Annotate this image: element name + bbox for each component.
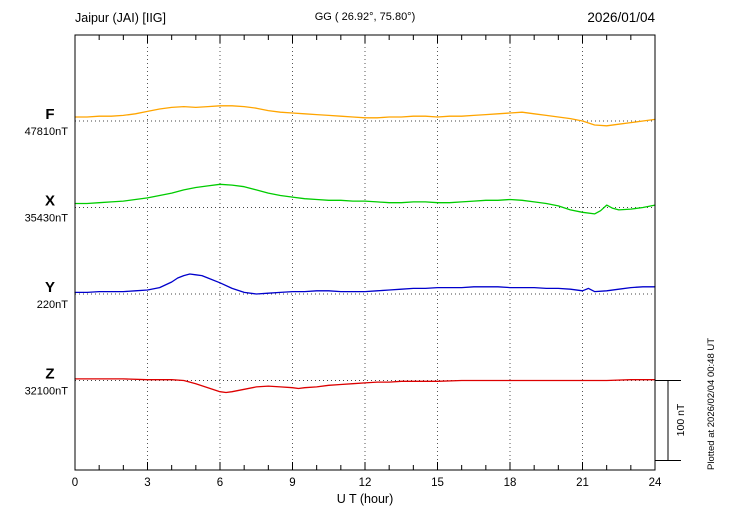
x-tick-label-24: 24	[649, 477, 662, 489]
series-y-base-value: 220nT	[37, 299, 68, 311]
series-x-label: X	[45, 193, 55, 210]
x-tick-label-18: 18	[504, 477, 517, 489]
x-tick-label-3: 3	[144, 477, 150, 489]
series-f-base-value: 47810nT	[25, 126, 69, 138]
x-tick-label-0: 0	[72, 477, 78, 489]
x-tick-label-21: 21	[576, 477, 589, 489]
scale-bar-label: 100 nT	[675, 403, 687, 436]
generated-plot-layer	[74, 35, 681, 470]
x-tick-label-9: 9	[289, 477, 295, 489]
x-tick-label-6: 6	[217, 477, 223, 489]
series-line-F	[74, 105, 656, 127]
series-line-X	[74, 183, 656, 215]
plot-date: 2026/01/04	[587, 10, 655, 25]
x-tick-label-12: 12	[359, 477, 372, 489]
x-axis-label: U T (hour)	[337, 492, 394, 506]
series-line-Y	[74, 273, 656, 295]
series-z-base-value: 32100nT	[25, 386, 69, 398]
plot-frame	[74, 34, 656, 471]
x-tick-label-15: 15	[431, 477, 444, 489]
series-y-label: Y	[45, 279, 55, 296]
series-z-label: Z	[45, 366, 54, 383]
station-title: Jaipur (JAI) [IIG]	[75, 11, 166, 25]
plotted-at-note: Plotted at 2026/02/04 00:48 UT	[706, 338, 717, 470]
series-f-label: F	[45, 106, 54, 123]
geo-coords: GG ( 26.92°, 75.80°)	[315, 11, 416, 23]
series-x-base-value: 35430nT	[25, 213, 69, 225]
series-line-Z	[74, 378, 656, 394]
